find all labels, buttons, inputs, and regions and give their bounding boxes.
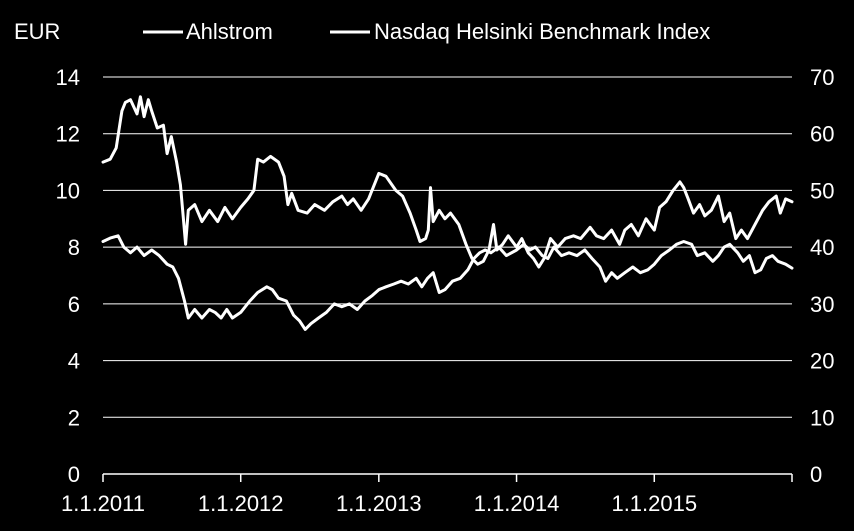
left-tick-label: 4 — [68, 349, 80, 374]
right-tick-label: 10 — [810, 405, 834, 430]
left-tick-label: 0 — [68, 462, 80, 487]
right-tick-label: 30 — [810, 292, 834, 317]
left-tick-label: 10 — [56, 178, 80, 203]
x-tick-label: 1.1.2011 — [61, 491, 145, 516]
x-tick-label: 1.1.2014 — [474, 491, 560, 516]
series — [101, 95, 794, 331]
legend-label-ahlstrom: Ahlstrom — [186, 19, 273, 44]
right-tick-label: 40 — [810, 235, 834, 260]
gridlines — [103, 76, 792, 418]
x-tick-label: 1.1.2015 — [611, 491, 697, 516]
left-axis-ticks: 0 2 4 6 8 10 12 14 — [56, 65, 80, 487]
left-axis-label: EUR — [14, 19, 60, 44]
right-axis-ticks: 0 10 20 30 40 50 60 70 — [810, 65, 834, 487]
legend-item-ahlstrom: Ahlstrom — [143, 19, 273, 44]
x-tick-label: 1.1.2013 — [336, 491, 422, 516]
left-tick-label: 8 — [68, 235, 80, 260]
legend-item-nasdaq: Nasdaq Helsinki Benchmark Index — [330, 19, 710, 44]
left-tick-label: 6 — [68, 292, 80, 317]
right-tick-label: 0 — [810, 462, 822, 487]
right-tick-label: 20 — [810, 349, 834, 374]
left-tick-label: 14 — [56, 65, 80, 90]
series-line-nasdaq — [101, 234, 794, 331]
right-tick-label: 70 — [810, 65, 834, 90]
legend: Ahlstrom Nasdaq Helsinki Benchmark Index — [143, 19, 710, 44]
x-tick-label: 1.1.2012 — [198, 491, 284, 516]
x-axis: 1.1.2011 1.1.2012 1.1.2013 1.1.2014 1.1.2015 — [61, 473, 793, 516]
left-tick-label: 2 — [68, 405, 80, 430]
right-tick-label: 60 — [810, 122, 834, 147]
right-tick-label: 50 — [810, 178, 834, 203]
series-line-ahlstrom — [101, 95, 794, 269]
legend-label-nasdaq: Nasdaq Helsinki Benchmark Index — [374, 19, 710, 44]
left-tick-label: 12 — [56, 122, 80, 147]
